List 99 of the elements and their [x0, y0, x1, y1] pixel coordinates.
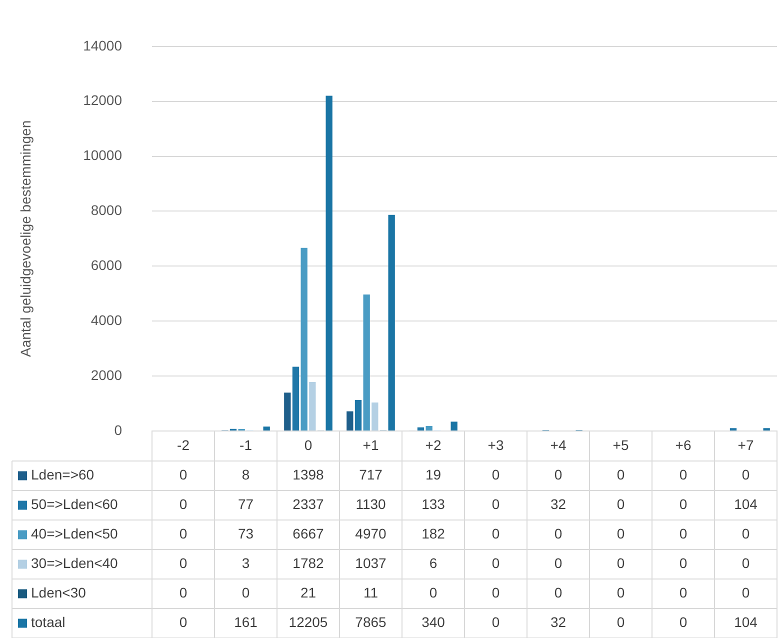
legend-label: totaal [31, 614, 66, 630]
data-label: 12205 [288, 614, 328, 630]
data-label: 6 [429, 555, 438, 572]
data-label: 32 [550, 614, 566, 630]
data-label: 0 [679, 526, 688, 542]
data-label: 0 [492, 496, 500, 512]
bar [326, 96, 332, 430]
y-tick-label: 10000 [83, 147, 122, 164]
bar [372, 402, 378, 430]
data-label: 0 [179, 496, 188, 512]
data-label: 1037 [355, 555, 387, 572]
data-label: 0 [679, 614, 688, 630]
data-label: 0 [179, 614, 188, 630]
legend-label: 30=>Lden<40 [31, 555, 118, 572]
data-label: 0 [742, 584, 750, 601]
data-label: 32 [550, 496, 566, 512]
y-tick-label: 6000 [90, 257, 122, 274]
bar [388, 214, 395, 430]
bar [284, 392, 291, 430]
data-label: 0 [616, 496, 625, 512]
y-tick-label: 4000 [90, 312, 122, 328]
bar [450, 422, 458, 430]
data-label: 0 [492, 466, 500, 483]
data-label: 0 [679, 466, 688, 483]
data-label: 1130 [356, 496, 386, 512]
data-label: 0 [679, 584, 688, 601]
bar [309, 382, 316, 430]
x-tick-label: +5 [612, 436, 629, 453]
data-label: 73 [238, 526, 254, 542]
data-label: 0 [742, 526, 750, 542]
data-label: 77 [238, 496, 254, 512]
data-label: 0 [492, 555, 500, 572]
x-tick-label: +3 [488, 436, 504, 453]
data-label: 0 [554, 466, 562, 483]
data-label: 0 [429, 584, 438, 601]
data-label: 19 [425, 466, 442, 483]
data-label: 0 [179, 466, 188, 483]
x-tick-label: -1 [240, 436, 252, 453]
y-axis-title: Aantal geluidgevoelige bestemmingen [17, 120, 34, 358]
data-label: 1782 [292, 555, 324, 572]
data-label: 0 [179, 584, 188, 601]
data-label: 0 [492, 614, 500, 630]
data-label: 21 [300, 584, 316, 601]
data-label: 0 [616, 555, 625, 572]
data-label: 4970 [355, 526, 387, 542]
y-tick-label: 12000 [83, 92, 122, 108]
data-label: 161 [234, 614, 258, 630]
data-label: 0 [554, 526, 562, 542]
x-tick-label: -2 [177, 436, 190, 453]
bar [363, 294, 370, 430]
x-tick-label: +7 [738, 436, 754, 453]
data-label: 0 [492, 526, 500, 542]
legend-label: 50=>Lden<60 [31, 496, 118, 512]
data-label: 0 [616, 584, 625, 601]
y-tick-label: 2000 [90, 366, 122, 383]
data-label: 11 [363, 584, 378, 601]
data-label: 133 [422, 496, 446, 512]
legend-label: Lden<30 [31, 584, 86, 601]
data-label: 3 [242, 555, 250, 572]
data-label: 0 [242, 584, 250, 601]
data-label: 0 [492, 584, 500, 601]
data-label: 8 [242, 466, 250, 483]
y-tick-label: 0 [114, 422, 122, 438]
y-tick-label: 14000 [83, 37, 122, 54]
data-label: 0 [616, 466, 625, 483]
x-tick-label: +1 [362, 436, 379, 453]
bar [263, 426, 270, 430]
data-label: 717 [359, 466, 383, 483]
bar [426, 426, 432, 430]
data-label: 340 [422, 614, 446, 630]
bar [417, 427, 424, 430]
data-label: 0 [679, 496, 688, 512]
data-label: 0 [554, 555, 562, 572]
x-tick-label: +6 [675, 436, 692, 453]
data-label: 1398 [292, 466, 324, 483]
data-label: 0 [679, 555, 688, 572]
data-label: 104 [734, 496, 758, 512]
bar [292, 366, 300, 430]
y-tick-label: 8000 [90, 202, 122, 218]
data-label: 0 [554, 584, 562, 601]
data-label: 2337 [292, 496, 324, 512]
data-label: 0 [742, 466, 750, 483]
bar [300, 248, 308, 430]
x-tick-label: +2 [425, 436, 442, 453]
x-tick-label: +4 [550, 436, 566, 453]
bar [346, 411, 354, 430]
data-label: 7865 [355, 614, 387, 630]
data-label: 104 [734, 614, 758, 630]
legend-label: Lden=>60 [31, 466, 94, 483]
data-label: 0 [742, 555, 750, 572]
data-label: 0 [179, 555, 188, 572]
data-label: 0 [616, 526, 625, 542]
legend-label: 40=>Lden<50 [31, 526, 118, 542]
data-label: 0 [179, 526, 188, 542]
data-label: 182 [422, 526, 446, 542]
data-label: 0 [616, 614, 625, 630]
bar [354, 400, 362, 430]
x-tick-label: 0 [304, 436, 312, 453]
data-label: 6667 [292, 526, 324, 542]
